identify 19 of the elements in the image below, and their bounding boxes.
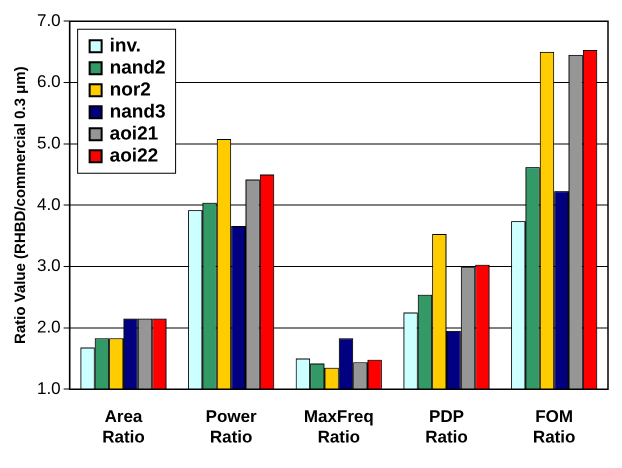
y-tick-label: 7.0 xyxy=(36,10,61,30)
x-tick-label: Power Ratio xyxy=(206,407,258,446)
x-tick-label: MaxFreq Ratio xyxy=(304,407,374,446)
legend-label: inv. xyxy=(110,35,141,56)
y-tick-label: 4.0 xyxy=(36,194,61,214)
y-tick-label: 3.0 xyxy=(36,256,61,276)
x-tick-label: Area Ratio xyxy=(102,407,145,446)
y-tick-label: 5.0 xyxy=(36,134,61,153)
y-axis-title: Ratio Value (RHBD/commercial 0.3 μm) xyxy=(12,66,30,344)
legend-label: aoi21 xyxy=(110,123,159,144)
legend-label: nand2 xyxy=(110,57,166,78)
legend-label: aoi22 xyxy=(110,145,158,166)
x-tick-label: FOM Ratio xyxy=(532,407,576,446)
x-tick-label: PDP Ratio xyxy=(425,407,468,446)
legend-label: nand3 xyxy=(110,101,166,122)
y-tick-label: 1.0 xyxy=(36,378,61,398)
y-tick-label: 2.0 xyxy=(36,318,61,337)
y-tick-label: 6.0 xyxy=(36,72,61,92)
legend-label: nor2 xyxy=(110,79,151,100)
